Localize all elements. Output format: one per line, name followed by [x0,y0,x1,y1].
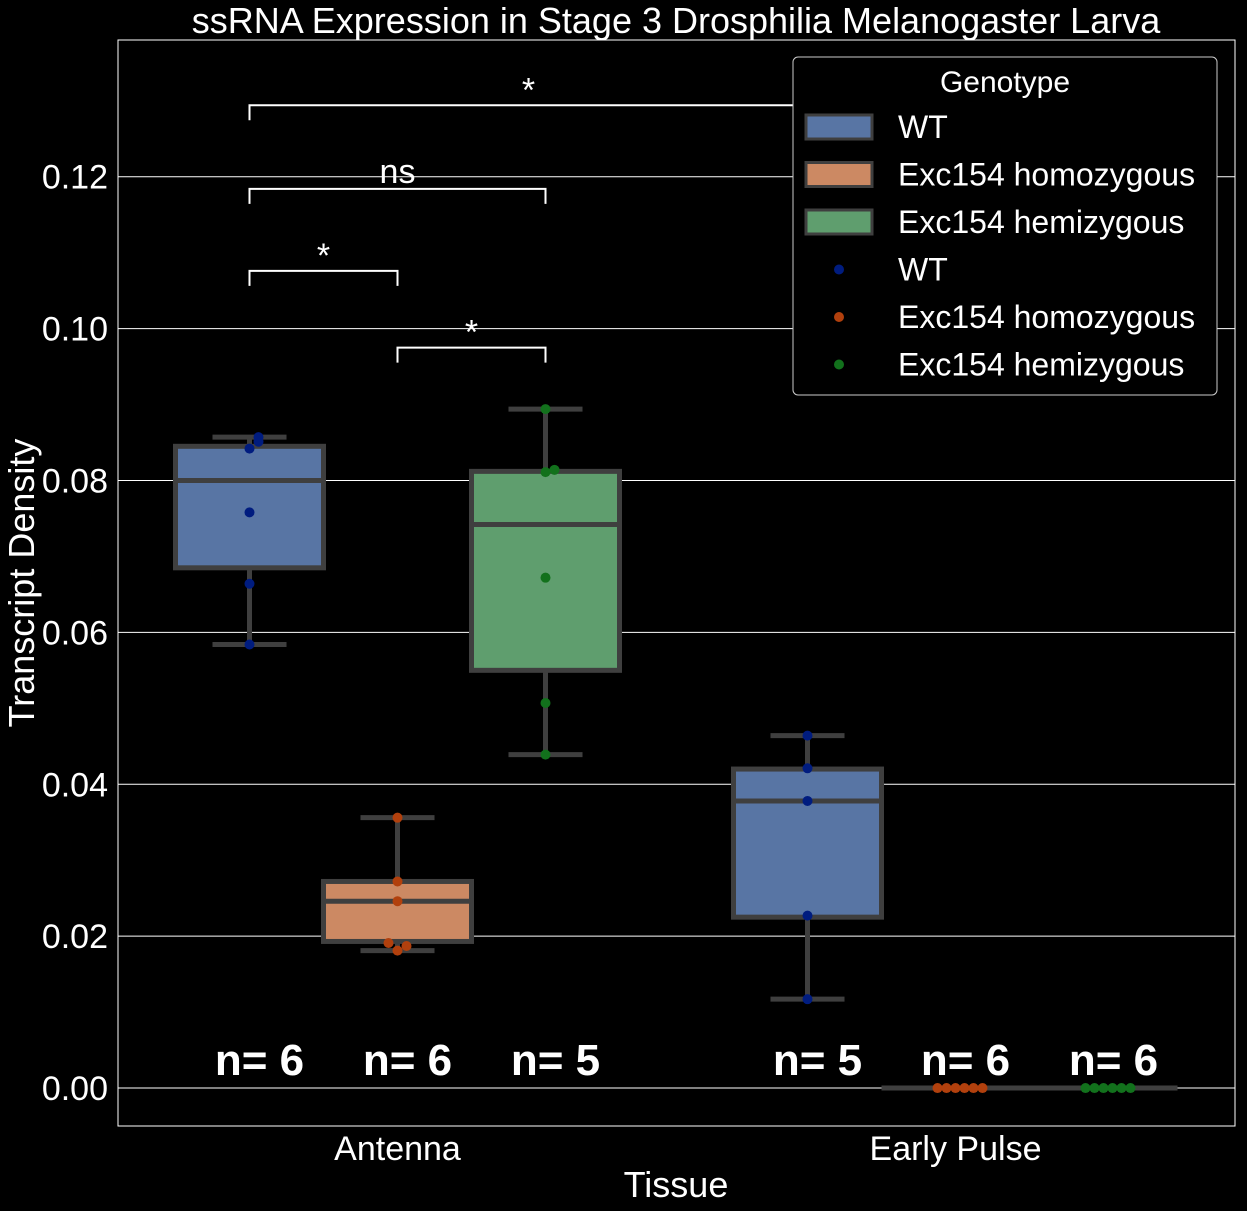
y-axis-label: Transcript Density [1,439,42,728]
x-axis-ticks: Antenna Early Pulse [334,1130,1041,1168]
data-point [802,730,813,741]
legend-swatch [804,161,874,188]
y-tick-label: 0.00 [42,1070,108,1108]
data-point [244,443,255,454]
box [469,468,622,673]
n-label: n= 6 [215,1036,304,1085]
significance-bracket: * [396,314,547,363]
legend-label: Exc154 hemizygous [898,347,1184,383]
significance-bracket: * [248,237,399,286]
bracket-line [396,346,547,363]
data-point [540,467,551,478]
data-point [549,464,560,475]
data-point [1089,1083,1100,1094]
y-tick-label: 0.08 [42,462,108,500]
significance-label: ns [380,153,416,191]
data-point [253,432,264,443]
data-point [540,404,551,415]
y-tick-label: 0.04 [42,766,108,804]
box-group [731,730,884,1005]
y-tick-label: 0.06 [42,614,108,652]
data-point [1107,1083,1118,1094]
data-point [1080,1083,1091,1094]
significance-label: * [465,314,478,352]
n-label: n= 6 [1069,1036,1158,1085]
chart-title: ssRNA Expression in Stage 3 Drosphilia M… [192,0,1161,41]
bracket-line [248,187,547,204]
chart-marks [173,404,1178,1094]
legend-marker [834,264,844,275]
data-point [1125,1083,1136,1094]
y-axis-ticks: 0.00 0.02 0.04 0.06 0.08 0.10 0.12 [42,159,108,1108]
legend-label: Exc154 homozygous [898,157,1195,193]
legend-label: WT [898,252,948,288]
legend-label: Exc154 hemizygous [898,204,1184,240]
y-tick-label: 0.10 [42,311,108,349]
box-group [173,432,326,650]
data-point [392,812,403,823]
data-point [392,876,403,887]
legend-marker [834,312,844,322]
box-group [469,404,622,760]
data-point [540,749,551,760]
data-point [802,795,813,806]
n-label: n= 5 [773,1036,862,1085]
legend-swatch [804,208,874,236]
legend-swatch [804,113,874,141]
data-point [244,507,255,518]
box-group [321,812,474,956]
data-point [383,937,394,948]
significance-bracket: ns [248,153,547,204]
legend: Genotype WT Exc154 homozygous Exc154 hemizy… [792,56,1218,396]
data-point [244,578,255,589]
data-point [941,1083,952,1094]
box [321,878,474,944]
legend-marker [834,359,844,370]
data-point [540,697,551,708]
n-label: n= 5 [511,1036,600,1085]
legend-title: Genotype [940,66,1070,99]
box [173,443,326,571]
n-labels: n= 6 n= 5 n= 6 n= 6 n= 5 n= 6 [215,1036,1158,1085]
data-point [977,1083,988,1094]
data-point [932,1083,943,1094]
data-point [968,1083,979,1094]
bracket-line [248,269,399,286]
data-point [392,945,403,956]
legend-label: WT [898,109,948,145]
data-point [392,896,403,907]
x-axis-label: Tissue [624,1164,729,1205]
box-group [1029,1083,1178,1094]
legend-frame [792,56,1218,396]
n-label: n= 6 [921,1036,1010,1085]
data-point [802,910,813,921]
n-label: n= 6 [363,1036,452,1085]
legend-label: Exc154 homozygous [898,299,1195,335]
data-point [1098,1083,1109,1094]
data-point [1116,1083,1127,1094]
y-tick-label: 0.02 [42,918,108,956]
data-point [950,1083,961,1094]
data-point [244,639,255,650]
significance-label: * [317,237,330,275]
box [731,766,884,920]
x-tick-label: Early Pulse [870,1130,1042,1168]
data-point [401,941,412,952]
y-tick-label: 0.12 [42,159,108,197]
significance-label: * [522,71,535,109]
data-point [802,763,813,774]
data-point [540,572,551,583]
data-point [802,994,813,1005]
data-point [959,1083,970,1094]
plot-frame [117,39,1236,1127]
box-group [881,1083,1030,1094]
x-tick-label: Antenna [334,1130,461,1168]
